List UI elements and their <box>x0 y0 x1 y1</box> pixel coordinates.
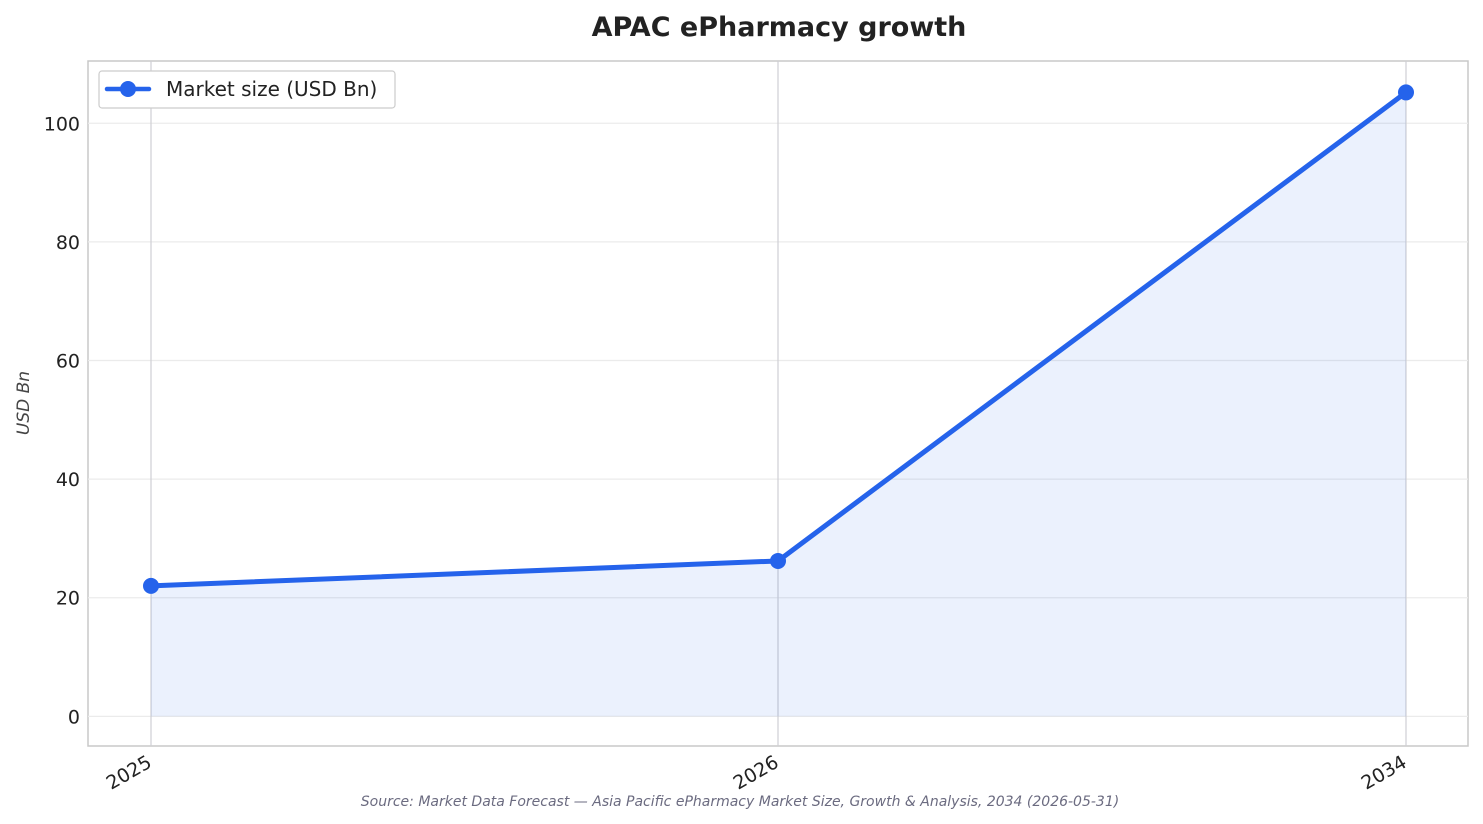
y-tick-labels: 0 20 40 60 80 100 <box>44 113 80 728</box>
y-tick-label: 40 <box>56 469 80 491</box>
area-fill-layer <box>151 92 1406 717</box>
series-area-fill <box>151 92 1406 717</box>
data-point-2034 <box>1398 84 1414 101</box>
x-tick-label: 2025 <box>103 751 156 794</box>
y-tick-label: 100 <box>44 113 80 135</box>
x-tick-labels: 2025 2026 2034 <box>103 751 1411 794</box>
y-axis-label: USD Bn <box>14 371 34 435</box>
gridlines <box>88 61 1468 746</box>
chart-title: APAC ePharmacy growth <box>592 12 967 43</box>
data-point-2025 <box>143 577 159 594</box>
legend: Market size (USD Bn) <box>98 70 396 109</box>
y-tick-label: 80 <box>56 232 80 254</box>
data-point-2026 <box>770 552 786 569</box>
source-note: Source: Market Data Forecast — Asia Paci… <box>361 794 1119 810</box>
y-tick-label: 0 <box>68 706 80 728</box>
x-tick-label: 2026 <box>730 751 783 794</box>
legend-marker-swatch <box>120 81 136 97</box>
y-tick-label: 20 <box>56 588 80 610</box>
x-tick-label: 2034 <box>1358 751 1411 794</box>
legend-entry-label: Market size (USD Bn) <box>166 77 377 101</box>
legend-box <box>98 70 396 109</box>
y-tick-label: 60 <box>56 351 80 373</box>
data-points-layer <box>143 84 1414 594</box>
